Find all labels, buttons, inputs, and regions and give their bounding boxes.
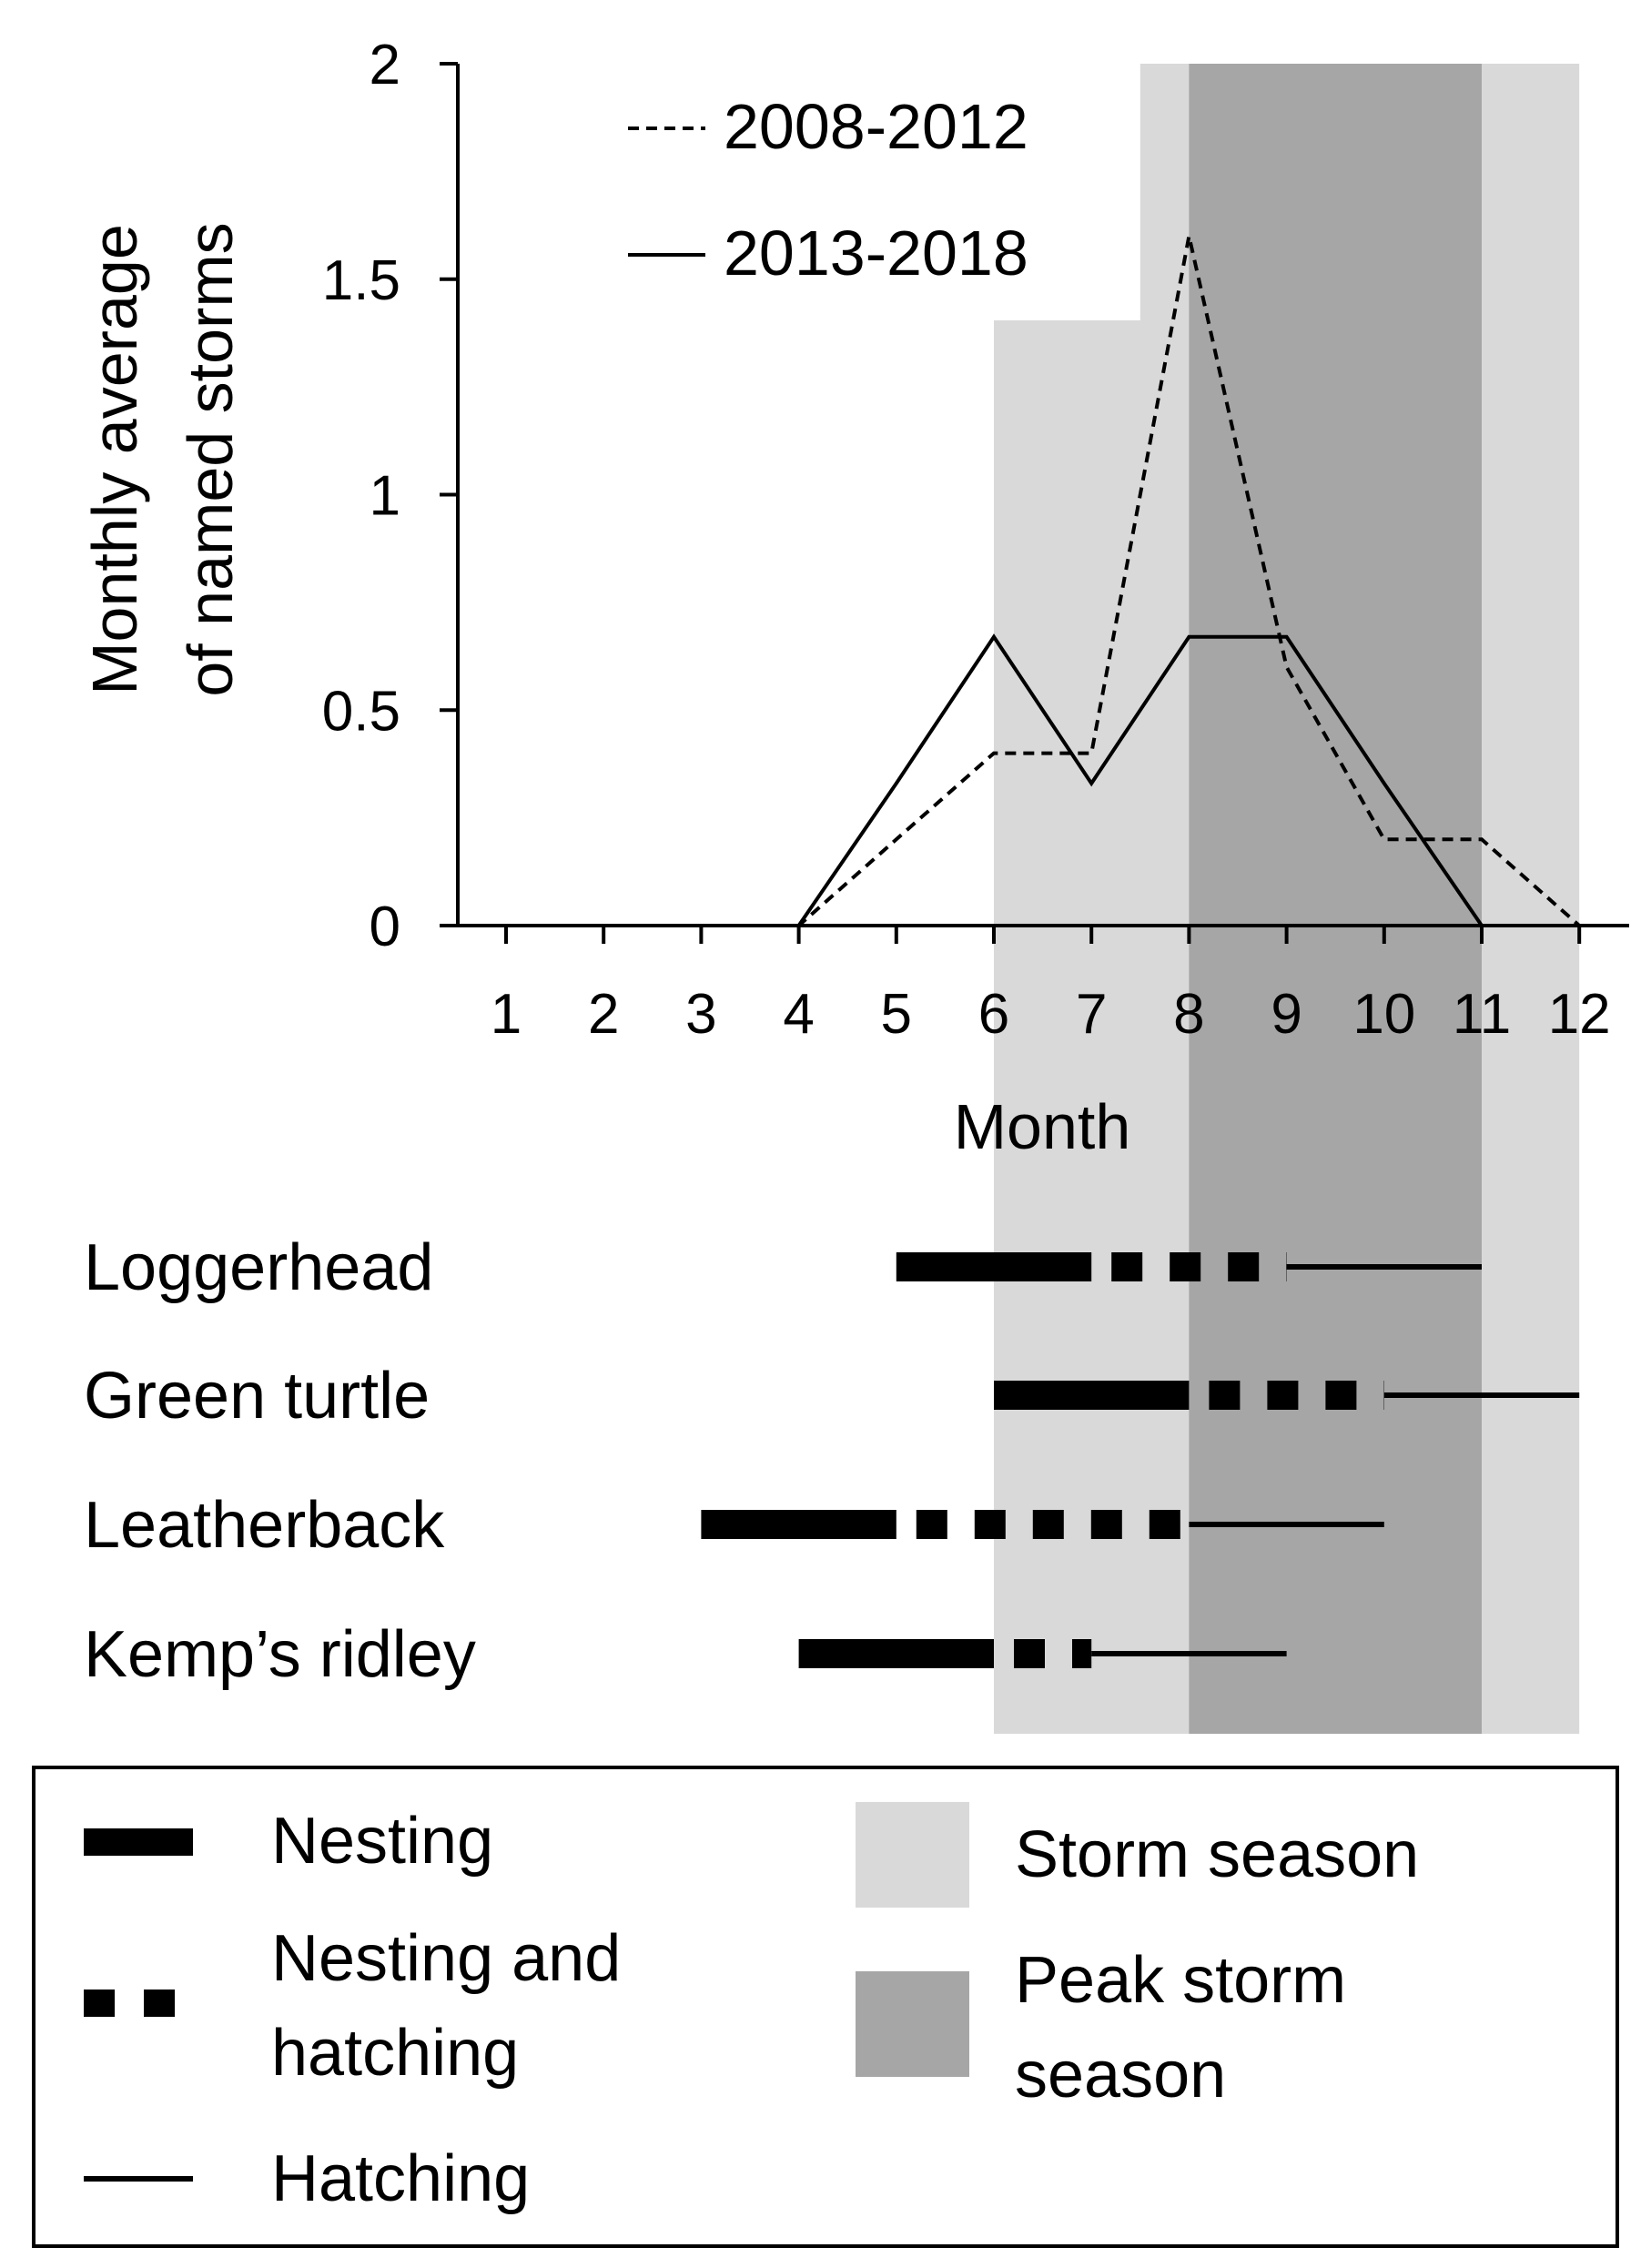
x-axis-ticks: 1 2 3 4 5 6 7 8 9 10 11 12 (491, 926, 1611, 1046)
legend-peak-storm-season-swatch (856, 1971, 969, 2077)
species-label: Kemp’s ridley (84, 1618, 476, 1691)
x-tick-label: 11 (1453, 983, 1511, 1046)
y-tick-label: 0 (370, 896, 400, 958)
x-tick-label: 10 (1352, 983, 1415, 1046)
series-legend-label-2013-2018: 2013-2018 (724, 218, 1028, 289)
series-legend-label-2008-2012: 2008-2012 (724, 91, 1028, 162)
legend-peak-storm-season-label-line2: season (1015, 2039, 1226, 2111)
legend-nesting-label: Nesting (271, 1805, 493, 1878)
activity-legend: Nesting Nesting and hatching Hatching St… (32, 1766, 1619, 2248)
series-lines (505, 235, 1581, 927)
legend-border (32, 1766, 1619, 2248)
legend-storm-season-label: Storm season (1015, 1818, 1419, 1891)
legend-nesting-swatch (84, 1828, 193, 1856)
y-tick-label: 2 (370, 34, 400, 96)
x-tick-label: 12 (1548, 983, 1611, 1046)
x-tick-label: 5 (881, 983, 912, 1046)
y-tick-label: 1 (370, 465, 400, 528)
x-tick-label: 9 (1271, 983, 1302, 1046)
nesting-bar (994, 1381, 1190, 1410)
species-label: Green turtle (84, 1360, 430, 1433)
season-shading (994, 64, 1580, 1734)
x-axis-title: Month (954, 1091, 1131, 1162)
species-bars (701, 1252, 1580, 1668)
x-tick-label: 4 (783, 983, 814, 1046)
legend-nesting-and-hatching-label-line2: hatching (271, 2017, 519, 2090)
y-axis-title-line2: of named storms (175, 222, 246, 696)
legend-nesting-and-hatching-swatch-a (84, 1990, 115, 2017)
legend-peak-storm-season-label-line1: Peak storm (1015, 1944, 1346, 2017)
peak-storm-season-band (1189, 64, 1482, 1734)
species-label: Loggerhead (84, 1231, 433, 1304)
legend-storm-season-swatch (856, 1802, 969, 1908)
x-tick-label: 1 (491, 983, 522, 1046)
legend-nesting-and-hatching-label-line1: Nesting and (271, 1922, 621, 1995)
nesting-bar (896, 1252, 1092, 1281)
x-tick-label: 2 (588, 983, 619, 1046)
y-tick-label: 1.5 (322, 249, 400, 312)
nesting-bar (701, 1510, 896, 1539)
y-axis-title: Monthly average of named storms (79, 222, 246, 696)
y-axis-title-line1: Monthly average (79, 224, 150, 695)
species-label: Leatherback (84, 1489, 445, 1562)
series-line-2008-2012 (506, 235, 1581, 927)
x-tick-label: 8 (1173, 983, 1204, 1046)
species-labels: Loggerhead Green turtle Leatherback Kemp’s … (84, 1231, 476, 1691)
x-tick-label: 3 (685, 983, 716, 1046)
legend-hatching-label: Hatching (271, 2142, 530, 2215)
x-tick-label: 6 (978, 983, 1009, 1046)
nesting-bar (798, 1639, 994, 1668)
x-tick-label: 7 (1076, 983, 1107, 1046)
y-tick-label: 0.5 (322, 680, 400, 743)
y-axis-ticks: 0 0.5 1 1.5 2 (322, 34, 458, 958)
series-legend: 2008-2012 2013-2018 (628, 91, 1028, 289)
legend-nesting-and-hatching-swatch-b (144, 1990, 175, 2017)
